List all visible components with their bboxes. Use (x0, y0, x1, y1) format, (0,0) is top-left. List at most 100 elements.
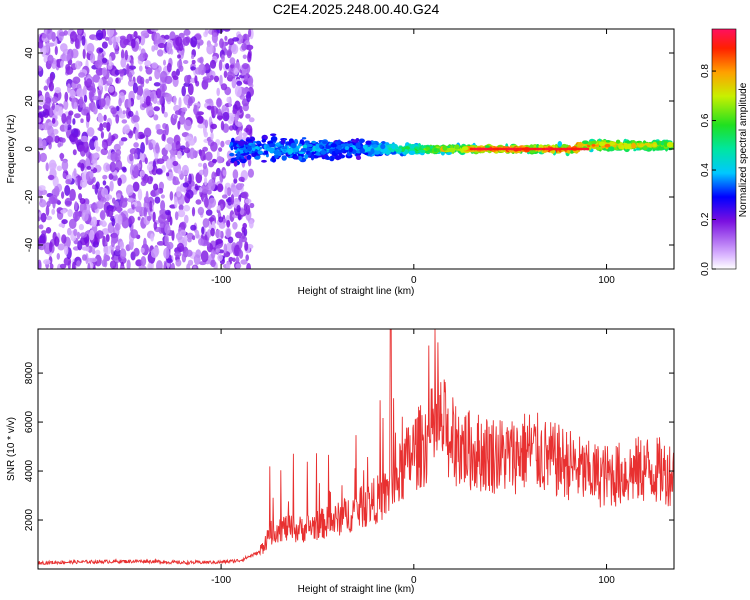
spectrogram-cell (559, 147, 564, 151)
spectrogram-cell (143, 237, 147, 250)
spectrogram-cell (122, 125, 130, 134)
spectrogram-cell (104, 83, 108, 92)
spectrogram-cell (115, 114, 120, 124)
spectrogram-cell (320, 150, 327, 155)
spectrogram-cell (160, 194, 165, 199)
spectrogram-cell (223, 29, 231, 32)
spectrogram-cell (39, 233, 46, 246)
spectrogram-cell (66, 54, 70, 62)
spectrogram-cell (103, 253, 107, 264)
spectrogram-cell (48, 81, 55, 92)
spectrogram-cell (227, 38, 235, 46)
spectrogram-cell (76, 231, 81, 240)
spectrogram-cell (263, 144, 267, 150)
spectrogram-cell (100, 210, 106, 221)
spectrogram-cell (193, 265, 197, 269)
spectrogram-cell (521, 147, 526, 151)
snr-ytick-label: 4000 (24, 459, 35, 482)
spectrogram-cell (222, 169, 227, 177)
spectrogram-cell (101, 41, 108, 49)
spectrogram-cell (220, 140, 225, 148)
spectrogram-cell (217, 254, 223, 262)
spectrogram-cell (86, 112, 91, 123)
spectrogram-cell (214, 42, 218, 47)
spectrogram-cell (598, 141, 606, 146)
spectrogram-cell (178, 42, 184, 51)
spectrogram-cell (102, 122, 108, 128)
spectrogram-cell (139, 76, 145, 85)
spectrogram-cell (251, 143, 256, 148)
spectrogram-cell (112, 197, 116, 204)
spectrogram-cell (237, 151, 241, 158)
spectrogram-cell (206, 43, 214, 55)
spectrogram-cell (130, 59, 134, 66)
spectrogram-cell (188, 138, 196, 146)
spectrogram-cell (556, 147, 561, 151)
spectrogram-cell (52, 128, 59, 135)
spectrogram-cell (60, 60, 64, 68)
spectrogram-cell (227, 236, 234, 244)
spectrogram-cell (82, 254, 87, 261)
snr-frame (37, 328, 675, 570)
spectrogram-cell (231, 78, 237, 89)
spectrogram-cell (187, 96, 193, 107)
spectrogram-cell (348, 146, 353, 153)
spectrogram-cell (98, 78, 104, 91)
spectrogram-cell (611, 142, 616, 146)
spectrogram-cell (230, 142, 234, 146)
spectrogram-cell (134, 128, 139, 141)
spectrogram-cell (172, 75, 179, 81)
spectrogram-cell (67, 227, 72, 236)
spectrogram-cell (91, 216, 98, 227)
spectrogram-cell (201, 226, 205, 235)
spectrogram-cell (86, 42, 95, 54)
spectrogram-cell (408, 150, 416, 155)
spectrogram-cell (164, 75, 173, 85)
spectrogram-cell (131, 38, 136, 49)
spectrogram-cell (239, 207, 245, 216)
spectrogram-cell (156, 123, 161, 130)
spectrogram-cell (238, 140, 245, 146)
spectrogram-cell (59, 263, 67, 269)
spectrogram-cell (45, 42, 50, 54)
spectrogram-cell (257, 150, 263, 155)
spectrogram-cell (148, 76, 152, 81)
spectrogram-cell (185, 189, 194, 199)
spectrogram-cell (254, 151, 258, 156)
spectrogram-cell (605, 140, 611, 143)
spectrogram-cell (510, 147, 515, 151)
snr-ytick-label: 8000 (24, 362, 35, 385)
spectrogram-cell (371, 144, 378, 148)
spectrogram-cell (153, 221, 158, 230)
spectrogram-ylabel: Frequency (Hz) (6, 115, 17, 184)
spectrogram-cell (181, 85, 186, 97)
spectrogram-cell (49, 73, 54, 84)
spectrogram-xlabel: Height of straight line (km) (298, 286, 415, 297)
spectrogram-cell (216, 87, 220, 97)
spectrogram-cell (582, 147, 587, 151)
spectrogram-cell (184, 214, 189, 224)
spectrogram-cell (171, 142, 177, 152)
spectrogram-cell (190, 224, 197, 231)
spectrogram-cell (230, 157, 237, 162)
spectrogram-cell (40, 212, 47, 223)
spectrogram-cell (567, 147, 572, 151)
spectrogram-cell (204, 196, 209, 208)
spectrogram-cell (236, 205, 241, 213)
chart-title: C2E4.2025.248.00.40.G24 (273, 1, 440, 17)
spectrogram-cell (245, 124, 253, 136)
spectrogram-cell (96, 200, 104, 209)
spectrogram-cell (172, 160, 179, 167)
spectrogram-cell (143, 207, 148, 218)
spectrogram-cell (160, 200, 166, 212)
spectrogram-cell (236, 34, 244, 45)
spectrogram-cell (604, 143, 611, 148)
spectrogram-cell (136, 94, 141, 101)
spectrogram-cell (144, 60, 152, 67)
spectrogram-cell (116, 193, 121, 200)
spectrogram-cell (308, 152, 312, 156)
spectrogram-cell (550, 147, 555, 151)
spectrogram-cell (73, 101, 78, 110)
spectrogram-cell (86, 127, 95, 137)
